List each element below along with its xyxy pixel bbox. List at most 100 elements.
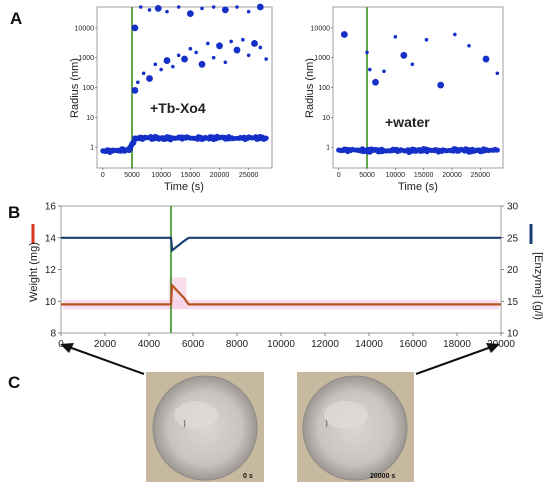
x-tick-label: 15000 — [414, 172, 434, 179]
y2-tick-label: 20 — [507, 265, 519, 276]
data-point — [211, 55, 216, 60]
data-point — [372, 78, 379, 86]
data-point — [194, 50, 198, 55]
y-axis-label: Radius (nm) — [69, 58, 81, 118]
data-point — [263, 135, 267, 139]
data-point — [136, 80, 140, 85]
x-tick-label: 6000 — [182, 339, 205, 350]
data-point — [368, 67, 372, 72]
y2-tick-label: 30 — [507, 202, 519, 213]
data-point — [198, 60, 206, 68]
y-tick-label: 10000 — [311, 25, 331, 32]
x-tick-label: 25000 — [471, 172, 491, 179]
data-point — [424, 37, 429, 42]
data-point — [482, 55, 490, 63]
data-point — [141, 71, 146, 76]
data-point — [483, 150, 487, 154]
x-tick-label: 20000 — [210, 172, 230, 179]
data-point — [228, 138, 232, 142]
data-point — [235, 5, 239, 9]
x-tick-label: 12000 — [311, 339, 339, 350]
data-point — [240, 137, 244, 141]
x-tick-label: 20000 — [442, 172, 462, 179]
data-point — [131, 86, 139, 94]
data-point — [221, 6, 229, 14]
data-point — [424, 149, 430, 155]
data-point — [147, 8, 152, 12]
data-point — [138, 5, 143, 9]
y-tick-label: 1000 — [314, 55, 330, 62]
x-tick-label: 15000 — [181, 172, 201, 179]
data-point — [211, 5, 216, 9]
data-point — [188, 46, 193, 51]
y-axis-label: Radius (nm) — [304, 58, 316, 118]
data-point — [226, 134, 232, 140]
y-tick-label: 100 — [318, 85, 330, 92]
data-point — [241, 37, 245, 42]
y-tick-label: 1000 — [78, 55, 94, 62]
y-tick-label: 1 — [90, 145, 94, 152]
x-tick-label: 5000 — [359, 172, 375, 179]
data-point — [258, 45, 263, 50]
droplet-photo-right: 20000 s — [297, 372, 414, 482]
x-tick-label: 0 — [101, 172, 105, 179]
data-point — [165, 9, 169, 14]
y-tick-label: 16 — [45, 202, 57, 213]
x-tick-label: 18000 — [443, 339, 471, 350]
data-point — [340, 31, 348, 38]
data-point — [410, 62, 415, 67]
data-point — [246, 9, 251, 14]
data-point — [233, 46, 241, 54]
x-tick-label: 0 — [337, 172, 341, 179]
data-point — [206, 41, 210, 46]
data-point — [181, 134, 185, 138]
data-point — [153, 62, 158, 67]
x-tick-label: 10000 — [151, 172, 171, 179]
x-tick-label: 8000 — [226, 339, 249, 350]
photo-label-right: 20000 s — [370, 473, 395, 480]
data-point — [246, 53, 251, 58]
y-tick-label: 14 — [45, 233, 57, 244]
weight-line — [61, 282, 501, 306]
data-point — [393, 35, 398, 39]
annotation-tb-xo4: +Tb-Xo4 — [150, 100, 206, 116]
x-tick-label: 20000 — [487, 339, 515, 350]
data-point — [154, 4, 162, 12]
annotation-water: +water — [385, 114, 430, 130]
droplet — [152, 375, 258, 481]
data-point — [163, 57, 171, 64]
y-tick-label: 100 — [82, 85, 94, 92]
data-point — [382, 69, 386, 74]
data-point — [453, 32, 457, 37]
x-axis-label: Time (s) — [398, 181, 438, 193]
x-tick-label: 5000 — [124, 172, 140, 179]
panel-letter-b: B — [8, 203, 20, 222]
x-tick-label: 4000 — [138, 339, 161, 350]
data-point — [467, 44, 471, 48]
data-point — [494, 149, 498, 153]
plot-frame — [60, 205, 502, 334]
x-tick-label: 2000 — [94, 339, 117, 350]
y-tick-label: 1 — [326, 145, 330, 152]
data-point — [146, 75, 153, 82]
arrow-to-left-photo — [60, 343, 145, 375]
panel-letter-a: A — [10, 9, 22, 28]
data-point — [131, 24, 139, 32]
photo-label-left: 0 s — [243, 473, 253, 480]
data-point — [264, 57, 268, 61]
data-point — [437, 147, 442, 152]
y-axis-label-right: [Enzyme] (g/l) — [532, 252, 544, 320]
data-point — [365, 50, 369, 55]
x-tick-label: 10000 — [267, 339, 295, 350]
data-point — [495, 71, 500, 76]
plot-frame — [332, 6, 504, 169]
data-point — [256, 3, 264, 11]
data-point — [171, 64, 175, 69]
data-point — [251, 40, 258, 47]
y2-tick-label: 15 — [507, 297, 519, 308]
data-point — [159, 67, 163, 72]
data-point — [176, 5, 181, 9]
data-point — [186, 10, 194, 18]
data-point — [400, 51, 408, 59]
